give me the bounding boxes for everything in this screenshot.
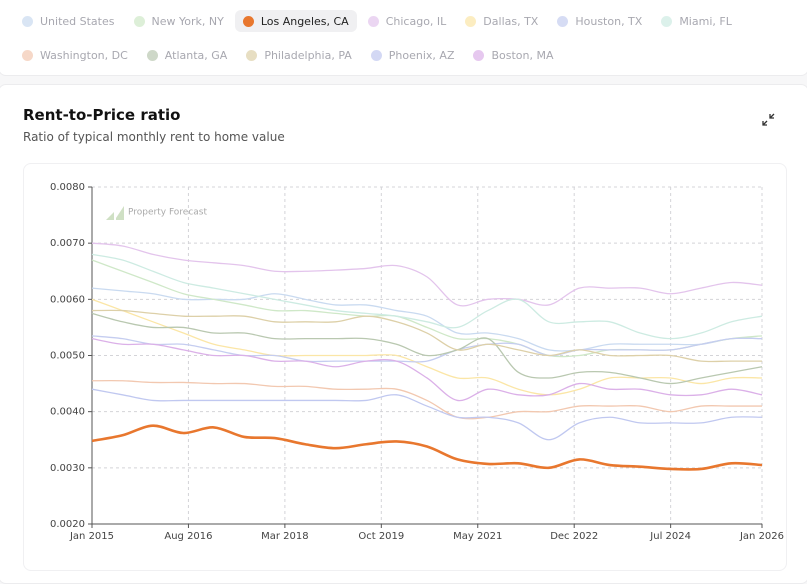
legend-swatch[interactable]	[473, 49, 485, 61]
legend-item[interactable]: Houston, TX	[549, 10, 650, 32]
legend-item[interactable]: United States	[14, 10, 123, 32]
legend-label[interactable]: Dallas, TX	[483, 14, 539, 28]
y-tick-label: 0.0060	[50, 294, 85, 305]
legend-item[interactable]: Chicago, IL	[360, 10, 455, 32]
series-line	[91, 242, 763, 307]
series-line	[91, 312, 763, 385]
series-line	[91, 338, 763, 402]
legend-item[interactable]: Washington, DC	[14, 44, 136, 66]
legend-label[interactable]: Miami, FL	[679, 14, 732, 28]
legend-label[interactable]: Phoenix, AZ	[388, 48, 455, 62]
legend-swatch[interactable]	[146, 49, 158, 61]
legend-item[interactable]: New York, NY	[126, 10, 232, 32]
y-tick-label: 0.0040	[50, 407, 85, 418]
legend-item[interactable]: Boston, MA	[465, 44, 561, 66]
series-line	[91, 287, 763, 352]
series-line	[91, 380, 763, 420]
x-tick-label: Jan 2015	[69, 531, 114, 542]
legend-item[interactable]: Philadelphia, PA	[238, 44, 359, 66]
y-tick-label: 0.0020	[50, 519, 85, 530]
x-tick-label: Dec 2022	[550, 531, 598, 542]
legend-swatch[interactable]	[661, 15, 673, 27]
legend-label[interactable]: Los Angeles, CA	[260, 14, 349, 28]
legend-card	[0, 0, 807, 76]
series-line	[91, 259, 763, 358]
legend-swatch[interactable]	[370, 49, 382, 61]
y-tick-label: 0.0050	[50, 351, 85, 362]
chart-title: Rent-to-Price ratio	[23, 106, 181, 124]
legend-swatch[interactable]	[465, 15, 477, 27]
x-tick-label: May 2021	[453, 531, 502, 542]
watermark-logo	[106, 206, 124, 220]
legend: United States New York, NY Los Angeles, CA…	[14, 10, 804, 66]
watermark-text: Property Forecast	[128, 208, 207, 218]
legend-swatch[interactable]	[557, 15, 569, 27]
y-tick-label: 0.0030	[50, 463, 85, 474]
y-tick-label: 0.0070	[50, 238, 85, 249]
series-line	[91, 388, 763, 441]
legend-label[interactable]: Philadelphia, PA	[264, 48, 352, 62]
watermark: Property Forecast	[106, 206, 207, 220]
series-line	[91, 298, 763, 396]
legend-item[interactable]: Atlanta, GA	[139, 44, 236, 66]
legend-swatch[interactable]	[133, 15, 145, 27]
x-tick-label: Mar 2018	[261, 531, 309, 542]
series-line	[91, 424, 763, 471]
y-tick-label: 0.0080	[50, 182, 85, 193]
x-tick-label: Aug 2016	[164, 531, 212, 542]
collapse-button[interactable]	[762, 113, 775, 126]
legend-swatch[interactable]	[242, 15, 254, 27]
series-line	[91, 309, 762, 363]
legend-swatch[interactable]	[22, 49, 33, 61]
legend-swatch[interactable]	[367, 15, 379, 27]
legend-item[interactable]: Dallas, TX	[457, 10, 546, 32]
series-line	[91, 335, 763, 363]
legend-label[interactable]: Atlanta, GA	[164, 48, 228, 62]
legend-label[interactable]: New York, NY	[151, 14, 224, 28]
collapse-icon[interactable]	[762, 113, 775, 126]
legend-swatch[interactable]	[246, 49, 258, 61]
legend-item[interactable]: Phoenix, AZ	[363, 44, 463, 66]
legend-label[interactable]: Boston, MA	[491, 48, 554, 62]
legend-item[interactable]: Los Angeles, CA	[234, 10, 357, 32]
x-tick-label: Jul 2024	[649, 531, 691, 542]
plot-frame	[23, 163, 787, 571]
legend-label[interactable]: Houston, TX	[575, 14, 643, 28]
legend-label[interactable]: Washington, DC	[40, 48, 128, 62]
legend-swatch[interactable]	[22, 15, 33, 27]
legend-item[interactable]: Miami, FL	[653, 10, 740, 32]
x-tick-label: Jan 2026	[739, 531, 784, 542]
chart-subtitle: Ratio of typical monthly rent to home va…	[23, 130, 285, 144]
legend-label[interactable]: United States	[40, 14, 115, 28]
x-tick-label: Oct 2019	[358, 531, 404, 542]
series-line	[91, 253, 763, 340]
legend-label[interactable]: Chicago, IL	[385, 14, 447, 28]
